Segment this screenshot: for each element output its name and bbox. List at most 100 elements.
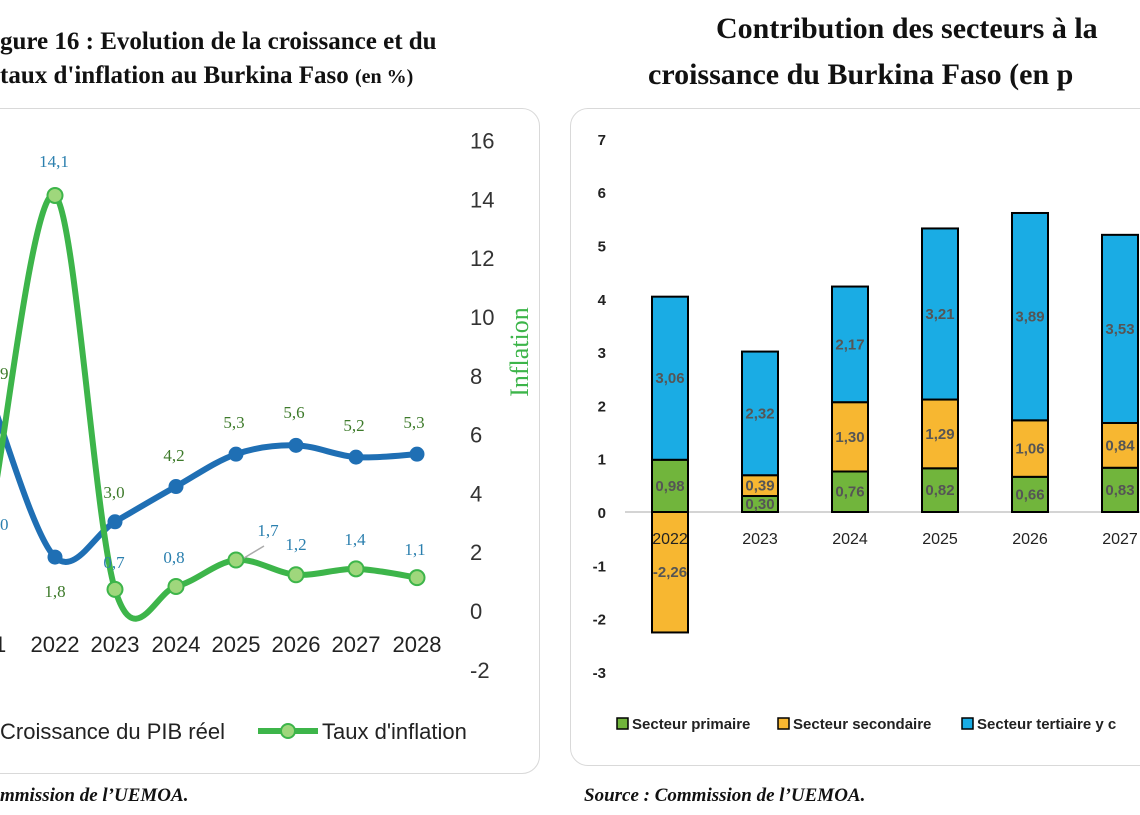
y-tick-label: 2 xyxy=(598,398,606,415)
bar-label-tertiary: 3,53 xyxy=(1105,321,1134,338)
inflation-data-label: 1,2 xyxy=(285,535,306,554)
inflation-point xyxy=(46,186,64,204)
growth-data-label: 5,6 xyxy=(283,403,304,422)
growth-data-label: 4,2 xyxy=(163,446,184,465)
legend-label: Secteur primaire xyxy=(632,716,750,733)
growth-data-label: 5,3 xyxy=(223,413,244,432)
bar-label-secondary: 0,39 xyxy=(745,478,774,495)
y-tick-label: 0 xyxy=(470,599,482,624)
inflation-point xyxy=(287,566,305,584)
growth-point xyxy=(168,479,184,495)
bar-label-primary: 0,82 xyxy=(925,482,954,499)
y-tick-label: 14 xyxy=(470,187,494,212)
right-source-note: Source : Commission de l’UEMOA. xyxy=(584,785,866,806)
bar-label-tertiary: 3,21 xyxy=(925,306,954,323)
legend-label: Secteur tertiaire y c xyxy=(977,716,1116,733)
bar-label-secondary: 1,29 xyxy=(925,426,954,443)
y-tick-label: 2 xyxy=(470,540,482,565)
left-chart-title-text: taux d'inflation au Burkina Faso xyxy=(0,62,349,89)
y-tick-label: 10 xyxy=(470,305,494,330)
growth-point xyxy=(107,514,123,530)
inflation-point xyxy=(106,580,124,598)
inflation-data-label: 0,7 xyxy=(103,553,125,572)
right-chart-title-line2: croissance du Burkina Faso (en p xyxy=(648,58,1074,91)
bar-label-primary: 0,66 xyxy=(1015,486,1044,503)
edge-label: 9 xyxy=(0,364,9,383)
bar-label-secondary: -2,26 xyxy=(653,564,687,581)
bar-secondary xyxy=(1101,421,1139,469)
x-tick-label: 2025 xyxy=(212,632,261,657)
growth-point xyxy=(348,449,364,465)
y-tick-label: 1 xyxy=(598,452,606,469)
bar-tertiary xyxy=(1011,211,1049,422)
growth-point xyxy=(288,437,304,453)
right-chart-title-line1: Contribution des secteurs à la xyxy=(716,12,1098,45)
bar-secondary xyxy=(831,401,869,473)
growth-data-label: 5,3 xyxy=(403,413,424,432)
bar-label-primary: 0,83 xyxy=(1105,482,1134,499)
growth-data-label: 5,2 xyxy=(343,416,364,435)
growth-data-label: 1,8 xyxy=(44,582,65,601)
growth-point xyxy=(409,446,425,462)
inflation-point xyxy=(227,551,245,569)
y-tick-label: 6 xyxy=(470,423,482,448)
bar-label-primary: 0,98 xyxy=(655,478,684,495)
y-tick-label: -1 xyxy=(593,558,606,575)
inflation-data-label: 14,1 xyxy=(39,152,69,171)
bar-label-primary: 0,76 xyxy=(835,484,864,501)
bar-tertiary xyxy=(651,295,689,461)
leader-line xyxy=(243,545,265,559)
growth-point xyxy=(47,549,63,565)
edge-label: 0 xyxy=(0,515,9,534)
inflation-point xyxy=(408,569,426,587)
y-tick-label: 5 xyxy=(598,239,606,256)
inflation-data-label: 1,1 xyxy=(404,540,425,559)
y-tick-label: 16 xyxy=(470,129,494,154)
y-tick-label: 3 xyxy=(598,345,606,362)
y-tick-label: 4 xyxy=(598,292,607,309)
y-tick-label: 0 xyxy=(598,505,606,522)
x-tick-label: 2026 xyxy=(1012,531,1048,548)
inflation-data-label: 1,4 xyxy=(344,530,366,549)
bar-label-tertiary: 2,17 xyxy=(835,336,864,353)
growth-inflation-line-chart: -2 0 2 4 6 8 10 12 14 16 Inflation 21 2022 2023 2024 20… xyxy=(0,129,534,744)
inflation-point xyxy=(167,577,185,595)
y-axis-title: Inflation xyxy=(505,307,534,397)
bar-tertiary xyxy=(741,350,779,477)
inflation-data-label: 0,8 xyxy=(163,548,184,567)
y-tick-label: -2 xyxy=(593,612,606,629)
bar-primary xyxy=(831,470,869,514)
x-tick-label: 2027 xyxy=(1102,531,1138,548)
y-tick-label: -2 xyxy=(470,658,490,683)
bar-label-tertiary: 3,89 xyxy=(1015,309,1044,326)
y-tick-label: 6 xyxy=(598,185,606,202)
bar-tertiary xyxy=(1101,233,1139,424)
bar-primary xyxy=(921,467,959,514)
y-tick-label: 4 xyxy=(470,481,482,506)
y-tick-label: 8 xyxy=(470,364,482,389)
x-tick-label: 21 xyxy=(0,632,6,657)
bar-label-tertiary: 3,06 xyxy=(655,370,684,387)
x-tick-label: 2023 xyxy=(91,632,140,657)
x-tick-label: 2022 xyxy=(31,632,80,657)
y-tick-label: 7 xyxy=(598,132,606,149)
legend-label: Secteur secondaire xyxy=(793,716,931,733)
bar-label-tertiary: 2,32 xyxy=(745,405,774,422)
x-tick-label: 2027 xyxy=(332,632,381,657)
growth-data-label: 3,0 xyxy=(103,483,124,502)
left-chart-title-unit: (en %) xyxy=(354,66,414,88)
bar-tertiary xyxy=(921,227,959,401)
bar-tertiary xyxy=(831,285,869,404)
left-source-note: mmission de l’UEMOA. xyxy=(0,785,189,806)
bar-label-secondary: 1,30 xyxy=(835,429,864,446)
legend-swatch xyxy=(961,717,974,730)
legend-inflation-marker xyxy=(280,723,296,739)
x-tick-label: 2023 xyxy=(742,531,778,548)
inflation-series-line xyxy=(0,192,418,622)
growth-point xyxy=(228,446,244,462)
inflation-point xyxy=(347,560,365,578)
inflation-data-label: 1,7 xyxy=(257,521,279,540)
bar-primary xyxy=(1011,475,1049,513)
x-tick-label: 2026 xyxy=(272,632,321,657)
x-tick-label: 2024 xyxy=(832,531,868,548)
